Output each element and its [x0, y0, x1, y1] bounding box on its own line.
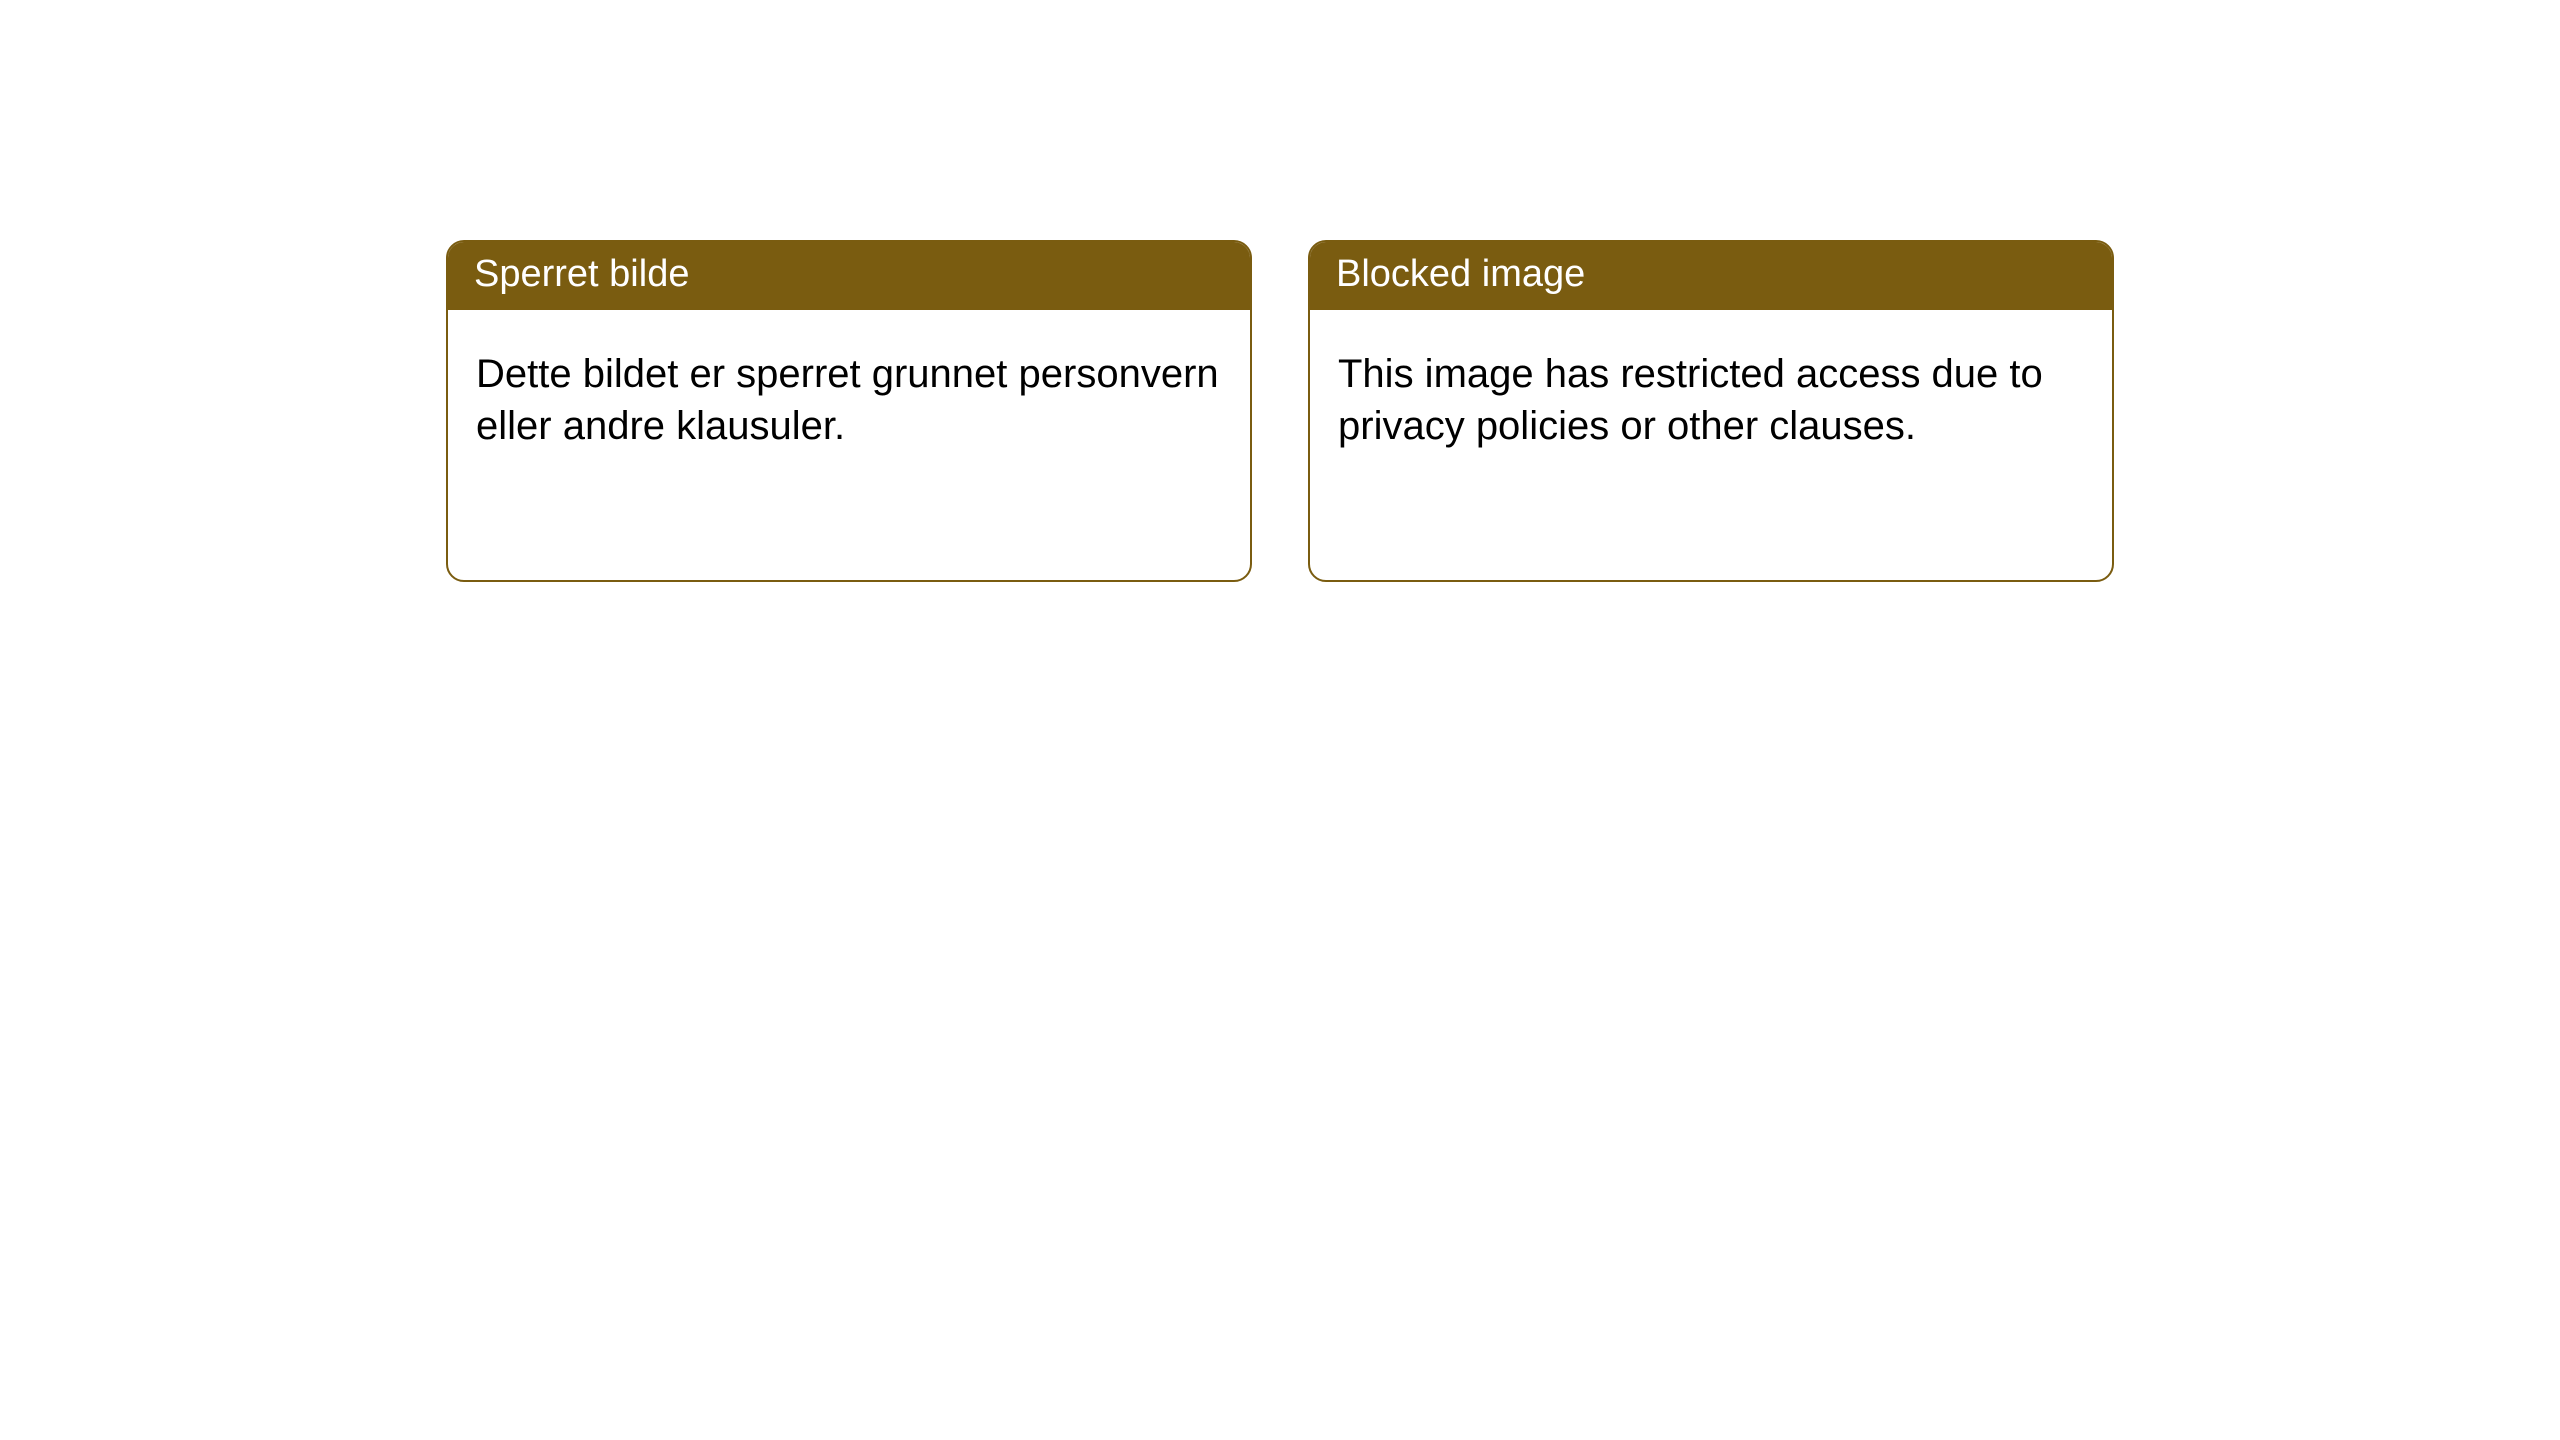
notice-body-english: This image has restricted access due to …: [1310, 310, 2112, 580]
notice-text-english: This image has restricted access due to …: [1338, 348, 2084, 454]
notice-text-norwegian: Dette bildet er sperret grunnet personve…: [476, 348, 1222, 454]
notice-box-english: Blocked image This image has restricted …: [1308, 240, 2114, 582]
notice-box-norwegian: Sperret bilde Dette bildet er sperret gr…: [446, 240, 1252, 582]
notice-header-norwegian: Sperret bilde: [448, 242, 1250, 310]
notice-container: Sperret bilde Dette bildet er sperret gr…: [446, 240, 2114, 582]
notice-header-english: Blocked image: [1310, 242, 2112, 310]
notice-body-norwegian: Dette bildet er sperret grunnet personve…: [448, 310, 1250, 580]
